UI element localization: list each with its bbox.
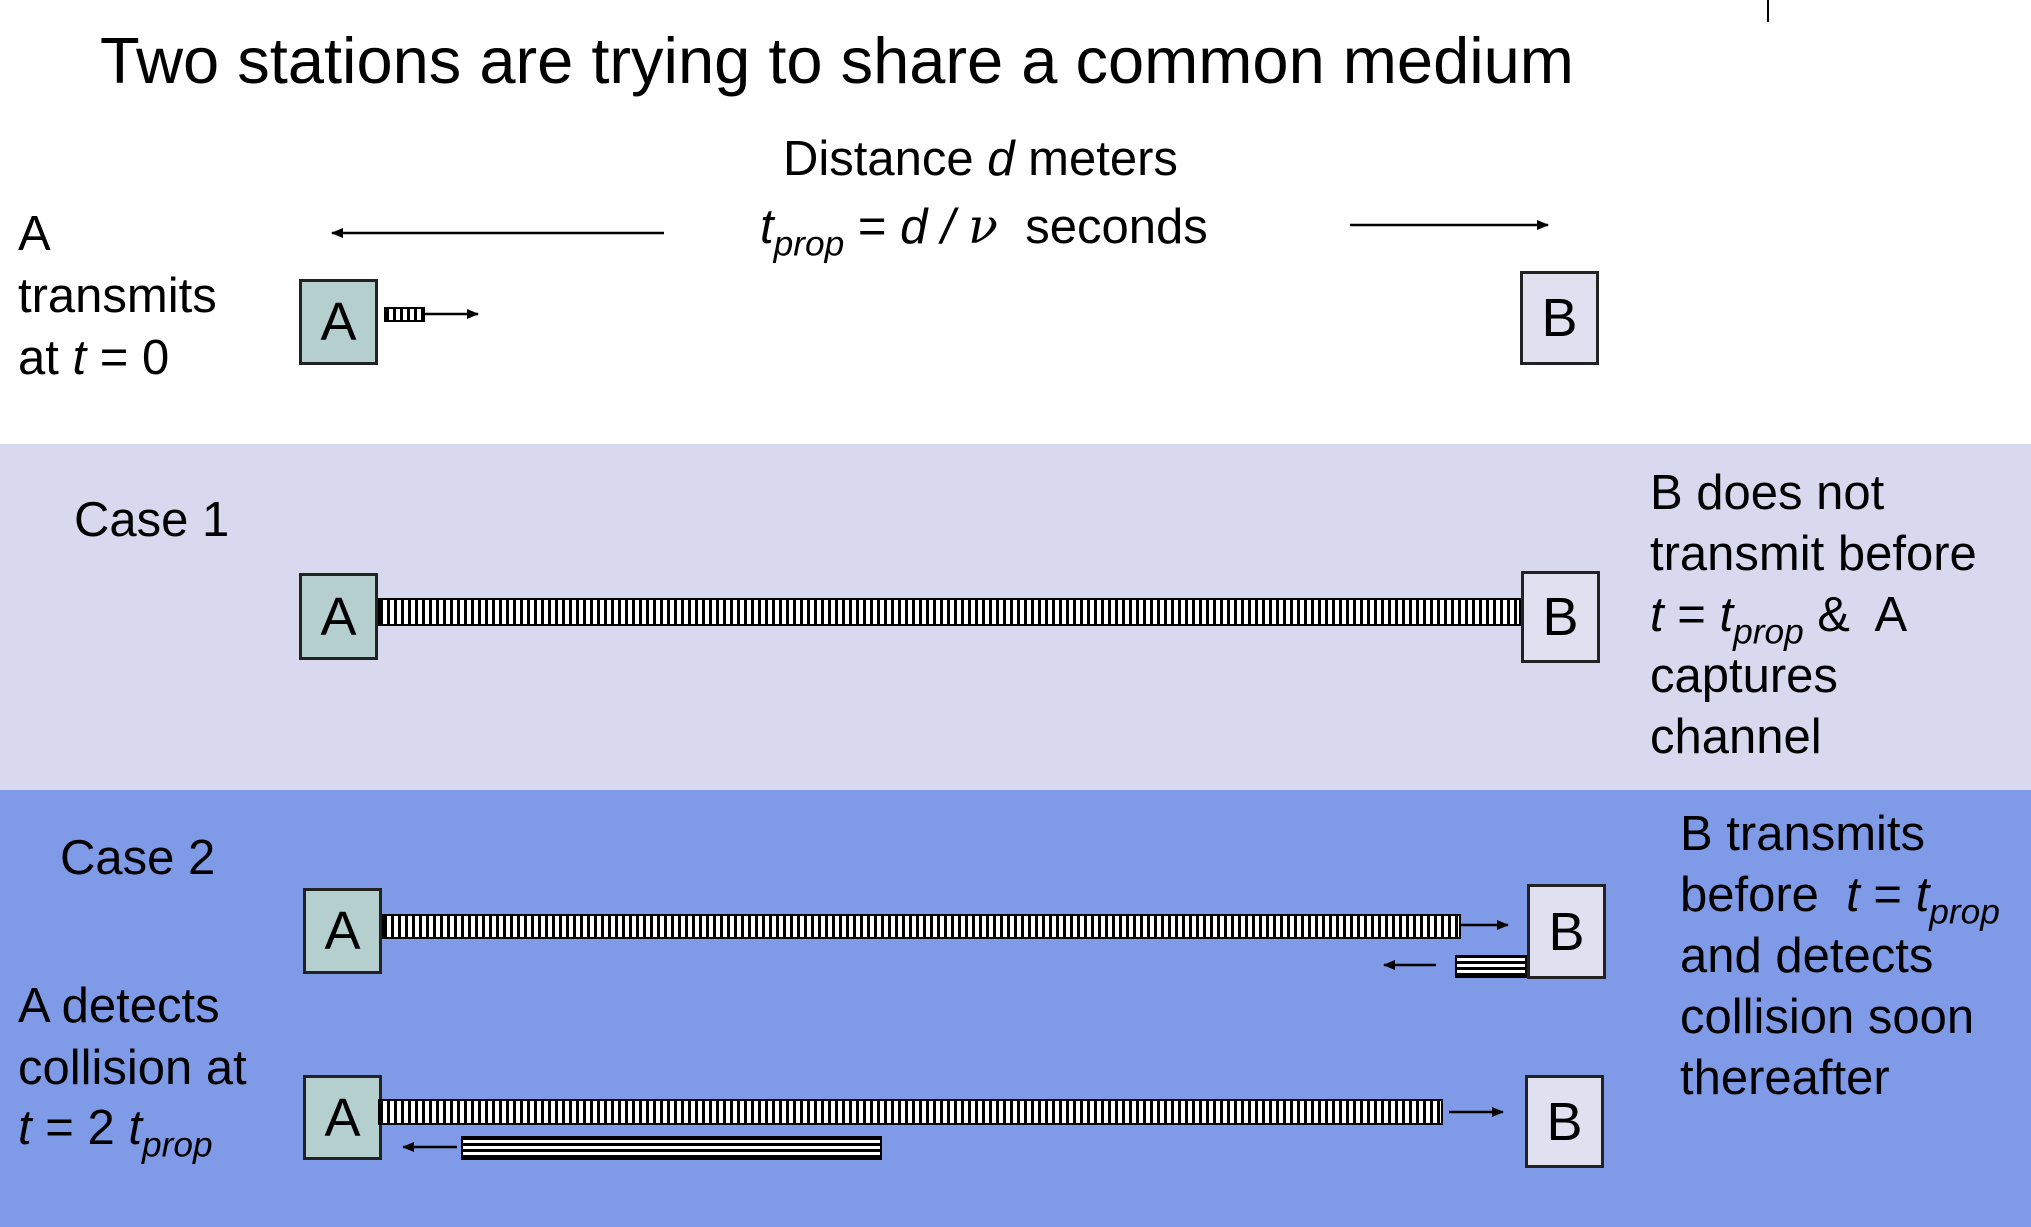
case2-left-line1: A detects xyxy=(18,979,220,1033)
case1-desc-line5: channel xyxy=(1650,710,1822,764)
top-station-a: A xyxy=(299,279,378,365)
case1-desc-line4: captures xyxy=(1650,649,1838,703)
top-station-b: B xyxy=(1520,271,1599,365)
top-desc-line2: transmits xyxy=(18,269,217,323)
case2-bottom-station-a: A xyxy=(303,1075,382,1160)
distance-label: Distance d meters xyxy=(783,132,1178,186)
case1-station-b: B xyxy=(1521,571,1600,663)
case2-desc-line3: and detects xyxy=(1680,929,1934,983)
case2-bottom-frame-a xyxy=(378,1099,1443,1125)
case2-top-station-b: B xyxy=(1527,884,1606,979)
case1-frame-a xyxy=(378,598,1521,626)
case1-station-a: A xyxy=(299,573,378,660)
top-desc-line3: at t = 0 xyxy=(18,331,170,385)
case1-desc-line3: t = tprop & A xyxy=(1650,588,1908,652)
case2-label: Case 2 xyxy=(60,831,216,885)
propagation-time-label: tprop = d / ν seconds xyxy=(760,198,1208,264)
case2-desc-line5: thereafter xyxy=(1680,1051,1890,1105)
top-desc-line1: A xyxy=(18,207,51,261)
top-frame-a xyxy=(384,307,425,322)
case2-bottom-frame-b xyxy=(461,1136,882,1160)
case1-desc-line2: transmit before xyxy=(1650,527,1977,581)
case2-left-line3: t = 2 tprop xyxy=(18,1101,213,1165)
case2-left-line2: collision at xyxy=(18,1041,247,1095)
case1-desc-line1: B does not xyxy=(1650,466,1885,520)
slide-title: Two stations are trying to share a commo… xyxy=(100,24,1574,97)
case2-desc-line2: before t = tprop xyxy=(1680,868,2000,932)
case2-desc-line1: B transmits xyxy=(1680,807,1926,861)
case2-top-station-a: A xyxy=(303,888,382,974)
case2-top-frame-b xyxy=(1455,955,1527,978)
case2-desc-line4: collision soon xyxy=(1680,990,1975,1044)
corner-tick xyxy=(1767,0,1769,22)
case2-bottom-station-b: B xyxy=(1525,1075,1604,1168)
case2-top-frame-a xyxy=(382,914,1461,939)
case1-label: Case 1 xyxy=(74,493,230,547)
